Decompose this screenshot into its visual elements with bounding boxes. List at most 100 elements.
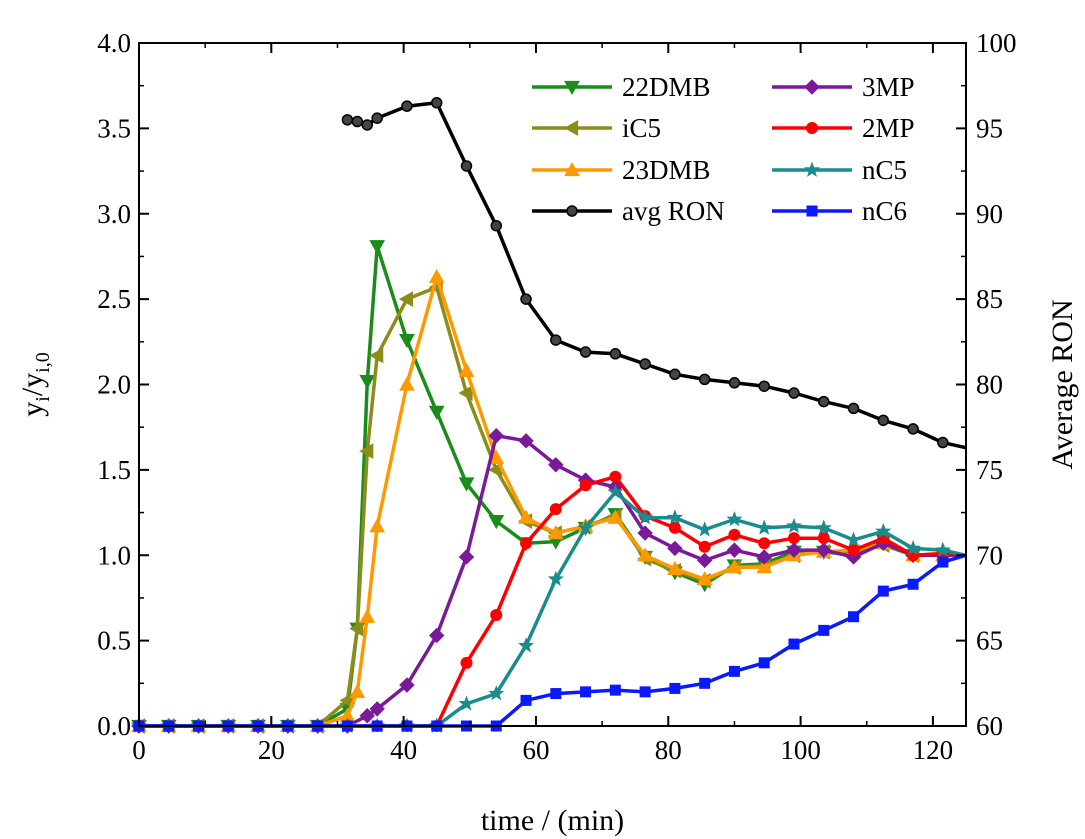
y-tick-label: 3.5	[97, 113, 131, 143]
data-point	[458, 695, 475, 711]
series-nc6	[133, 553, 967, 732]
data-point	[756, 559, 773, 574]
data-point	[845, 531, 862, 547]
x-tick-label: 40	[390, 735, 417, 765]
data-point	[369, 240, 386, 255]
data-point	[847, 402, 860, 415]
data-point	[699, 677, 711, 689]
data-point	[579, 479, 592, 492]
data-point	[728, 665, 740, 677]
y-tick-label: 1.0	[97, 540, 131, 570]
data-point	[351, 115, 364, 128]
y-title-y: y	[16, 402, 49, 417]
legend-label: 22DMB	[622, 72, 711, 102]
data-point	[609, 684, 621, 696]
data-point	[905, 539, 922, 556]
data-point	[667, 540, 683, 557]
y-title-slash: /	[16, 387, 49, 396]
legend-swatch-marker	[806, 122, 818, 134]
y2-tick-label: 65	[976, 626, 1003, 656]
data-point	[369, 347, 384, 364]
legend-item-avg-ron: avg RON	[532, 196, 725, 226]
data-point	[607, 509, 624, 524]
data-point	[429, 627, 445, 644]
data-point	[520, 537, 533, 550]
legend-swatch-marker	[564, 161, 580, 177]
data-point	[698, 373, 711, 386]
series-22dmb	[131, 240, 966, 735]
data-point	[609, 470, 622, 483]
legend: 22DMB 3MP iC5 2MP 23DMB nC5 avg RON nC6	[532, 72, 915, 226]
data-point	[877, 585, 889, 597]
data-point	[788, 387, 800, 399]
legend-item-2mp: 2MP	[772, 113, 915, 143]
legend-label: 2MP	[862, 113, 915, 143]
data-point	[490, 609, 503, 622]
data-point	[756, 519, 773, 535]
axes-layer: 0 20 40 60 80 100 120 0.0 0.5 1.0 1.5 2.0 2.5 3.0 3.5 4…	[97, 28, 1016, 765]
data-point	[877, 414, 890, 427]
legend-item-nc6: nC6	[772, 196, 907, 226]
data-point	[696, 521, 713, 537]
data-point	[580, 686, 592, 698]
data-point	[728, 528, 741, 541]
y2-tick-label: 70	[976, 540, 1003, 570]
series-layer	[130, 97, 967, 735]
data-point	[488, 428, 504, 444]
y-tick-label: 0.5	[97, 626, 131, 656]
series-23dmb	[131, 268, 966, 733]
legend-label: 3MP	[862, 72, 915, 102]
data-point	[518, 433, 534, 449]
legend-item-nc5: nC5	[772, 155, 907, 185]
data-point	[758, 537, 771, 550]
data-point	[609, 348, 622, 360]
legend-swatch-marker	[563, 120, 579, 136]
y2-tick-label: 95	[976, 113, 1003, 143]
x-tick-label: 60	[522, 735, 549, 765]
y2-tick-label: 100	[976, 28, 1017, 58]
legend-item-3mp: 3MP	[772, 72, 915, 102]
data-point	[488, 685, 505, 701]
data-point	[349, 683, 366, 698]
data-point	[460, 656, 473, 669]
data-point	[548, 457, 564, 473]
data-point	[520, 293, 532, 305]
legend-label: nC6	[862, 196, 907, 226]
data-point	[359, 708, 375, 724]
data-point	[937, 436, 949, 449]
y-tick-label: 2.0	[97, 370, 131, 400]
data-point	[696, 571, 713, 586]
data-point	[550, 688, 562, 700]
data-point	[549, 503, 562, 516]
x-tick-label: 120	[913, 735, 954, 765]
data-point	[875, 522, 892, 539]
data-point	[518, 637, 535, 653]
y-axis-title: yi/yi,0	[16, 352, 54, 416]
data-point	[399, 376, 415, 391]
legend-swatch-marker	[804, 79, 820, 95]
data-point	[579, 346, 592, 358]
y2-tick-label: 90	[976, 199, 1003, 229]
data-point	[818, 395, 830, 408]
data-point	[550, 334, 562, 346]
data-point	[758, 380, 770, 392]
y2-tick-label: 85	[976, 284, 1003, 314]
y-title-y2: y	[16, 373, 49, 388]
legend-label: nC5	[862, 155, 907, 185]
data-point	[428, 268, 445, 284]
data-point	[458, 549, 475, 565]
y-tick-label: 3.0	[97, 199, 131, 229]
data-point	[726, 510, 743, 527]
legend-label: 23DMB	[622, 155, 711, 185]
data-point	[667, 560, 683, 576]
data-point	[341, 114, 354, 126]
legend-swatch-marker	[803, 161, 821, 177]
x-tick-label: 20	[258, 735, 285, 765]
data-point	[401, 100, 413, 112]
data-point	[666, 509, 683, 525]
data-point	[371, 112, 383, 124]
data-point	[349, 620, 364, 637]
data-point	[398, 291, 414, 307]
data-point	[669, 368, 681, 381]
data-point	[520, 694, 532, 706]
